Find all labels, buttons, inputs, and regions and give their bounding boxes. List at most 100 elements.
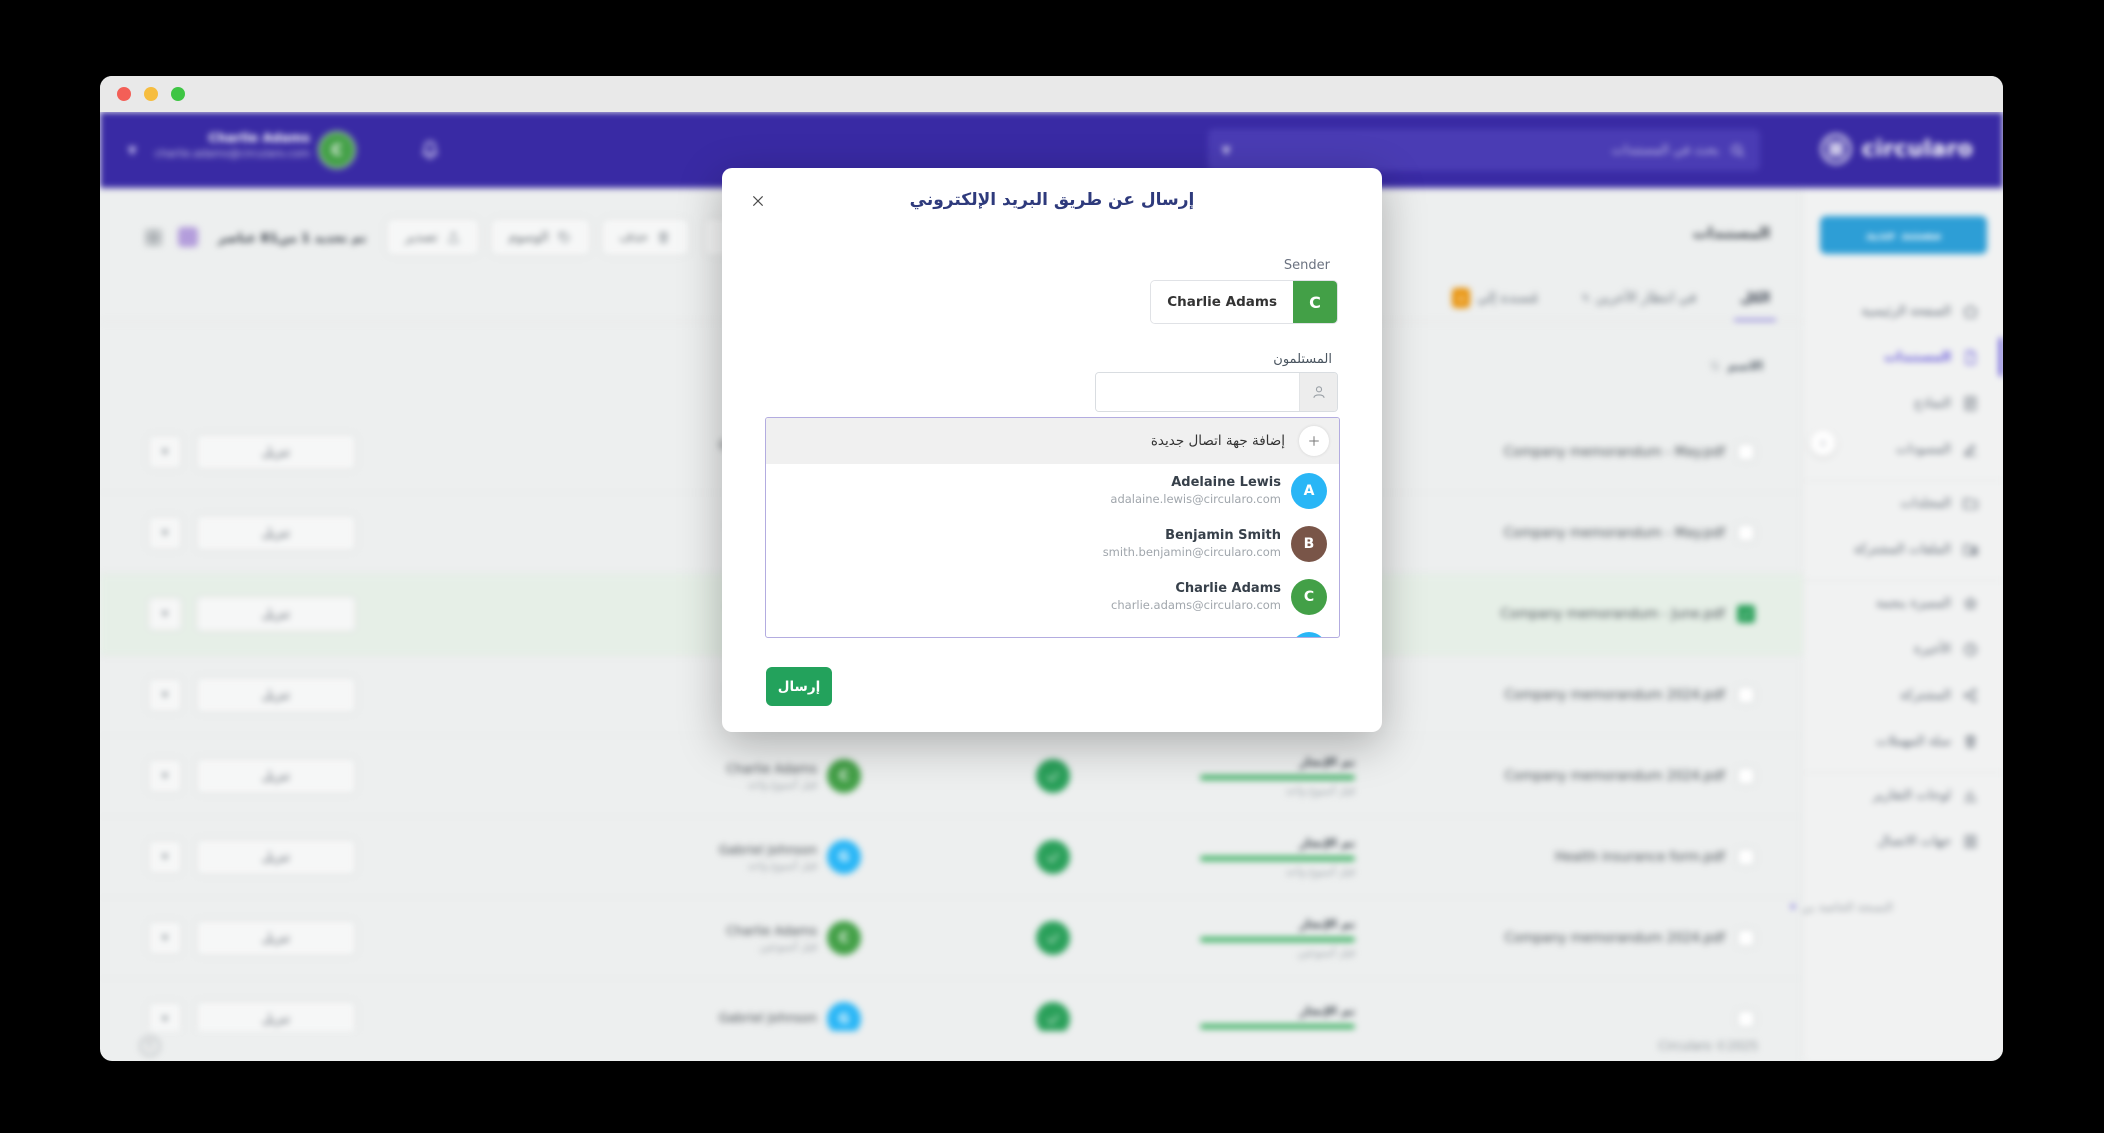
my-version-link[interactable]: النسخة الخاصة بي ▾ <box>1790 900 1893 914</box>
contact-item[interactable]: A Adelaine Lewis adalaine.lewis@circular… <box>766 464 1339 517</box>
sidebar-item[interactable]: المميزة بنجمة <box>1804 580 2003 626</box>
sidebar: مستند جديد الصفحة الرئيسية المستندات <box>1803 188 2003 1061</box>
download-options-caret[interactable]: ▼ <box>148 759 182 793</box>
sidebar-item[interactable]: المجلدات <box>1804 480 2003 526</box>
user-menu[interactable]: Charlie Adams charlie.adams@circularo.co… <box>148 130 310 160</box>
row-checkbox[interactable] <box>1737 524 1755 542</box>
row-user-time: قبل أسبوع واحد <box>747 779 817 791</box>
sidebar-item[interactable]: سلة المهملات <box>1804 718 2003 764</box>
sidebar-item[interactable]: الأخيرة <box>1804 626 2003 672</box>
tab-label: الكل <box>1740 290 1770 306</box>
sidebar-item[interactable]: المشتركة <box>1804 672 2003 718</box>
sidebar-item[interactable]: الملفات المشتركة <box>1804 526 2003 572</box>
download-group: ▼ تنزيل <box>148 515 356 551</box>
minimize-window-button[interactable] <box>144 87 158 101</box>
contact-list: إضافة جهة اتصال جديدة A Adelaine Lewis a… <box>765 417 1340 638</box>
avatar: C <box>1291 578 1327 615</box>
avatar: C <box>827 759 861 793</box>
grid-view-icon[interactable] <box>143 227 164 248</box>
sender-label: Sender <box>1283 258 1330 273</box>
toolbar-button[interactable]: الوسوم <box>489 218 591 256</box>
brand-logo[interactable]: circularo <box>1819 132 1973 166</box>
download-button[interactable]: تنزيل <box>196 434 356 470</box>
sidebar-item[interactable]: لوحات التقارير <box>1804 772 2003 818</box>
contact-item[interactable]: B Benjamin Smith smith.benjamin@circular… <box>766 517 1339 570</box>
plus-icon <box>1299 426 1329 456</box>
contact-item[interactable]: C Charlie Adams charlie.adams@circularo.… <box>766 570 1339 623</box>
table-row[interactable]: تم الإنجاز G Gabriel Johnson <box>100 979 1803 1031</box>
progress-cell: تم الإنجاز قبل أسبوع واحد <box>1200 836 1355 878</box>
download-button[interactable]: تنزيل <box>196 920 356 956</box>
contacts: A Adelaine Lewis adalaine.lewis@circular… <box>766 464 1339 637</box>
row-checkbox[interactable] <box>1737 686 1755 704</box>
download-options-caret[interactable]: ▼ <box>148 840 182 874</box>
tab-label: في انتظار الآخرين <box>1595 290 1697 306</box>
toolbar-button-icon <box>557 230 572 245</box>
row-checkbox[interactable] <box>1737 767 1755 785</box>
row-checkbox[interactable] <box>1737 605 1755 623</box>
dialog-title: إرسال عن طريق البريد الإلكتروني <box>909 190 1195 210</box>
row-checkbox[interactable] <box>1737 1010 1755 1028</box>
zoom-window-button[interactable] <box>171 87 185 101</box>
bell-icon[interactable] <box>418 138 442 162</box>
sidebar-item-label: المشتركة <box>1900 687 1951 703</box>
sidebar-collapse-button[interactable]: ‹ <box>1810 430 1836 456</box>
sidebar-item-icon <box>1962 441 1979 458</box>
user-menu-caret-icon[interactable]: ▼ <box>128 144 137 157</box>
download-options-caret[interactable]: ▼ <box>148 516 182 550</box>
page-footer: ؟ Circularo ©2025 <box>140 1031 1758 1061</box>
row-checkbox[interactable] <box>1737 848 1755 866</box>
toolbar-button[interactable]: تصدير <box>386 218 480 256</box>
search-input[interactable]: ▼ بحث في المستندات <box>1208 129 1760 171</box>
table-row[interactable]: Company memorandum 2024.pdf تم الإنجاز ق… <box>100 736 1803 817</box>
download-options-caret[interactable]: ▼ <box>148 921 182 955</box>
download-options-caret[interactable]: ▼ <box>148 678 182 712</box>
name-column-header[interactable]: الاسم <box>1709 358 1763 373</box>
new-document-button[interactable]: مستند جديد <box>1820 216 1987 254</box>
sidebar-item-icon <box>1962 641 1979 658</box>
file-name[interactable]: Company memorandum - May.pdf <box>1503 525 1725 541</box>
download-options-caret[interactable]: ▼ <box>148 1002 182 1031</box>
toolbar-button-icon <box>656 230 671 245</box>
sidebar-item-icon <box>1962 349 1979 366</box>
row-checkbox[interactable] <box>1737 443 1755 461</box>
row-user-time: قبل أسبوعين <box>759 941 817 953</box>
row-checkbox[interactable] <box>1737 929 1755 947</box>
tab[interactable]: مُسندة إلي ٥ <box>1452 288 1538 322</box>
download-group: ▼ تنزيل <box>148 758 356 794</box>
table-row[interactable]: Company memorandum 2024.pdf تم الإنجاز ق… <box>100 898 1803 979</box>
sidebar-item[interactable]: المستندات <box>1804 334 2003 380</box>
file-name[interactable]: Health insurance form.pdf <box>1554 849 1725 865</box>
tab[interactable]: الكل <box>1734 288 1776 322</box>
toolbar-button[interactable]: حذف <box>600 218 690 256</box>
sidebar-item[interactable]: جهات الاتصال <box>1804 818 2003 864</box>
search-scope-caret-icon[interactable]: ▼ <box>1222 143 1231 157</box>
download-options-caret[interactable]: ▼ <box>148 597 182 631</box>
download-button[interactable]: تنزيل <box>196 596 356 632</box>
close-window-button[interactable] <box>117 87 131 101</box>
add-contact-button[interactable]: إضافة جهة اتصال جديدة <box>766 418 1339 464</box>
sidebar-item[interactable]: الصفحة الرئيسية <box>1804 288 2003 334</box>
download-options-caret[interactable]: ▼ <box>148 435 182 469</box>
file-name[interactable]: Company memorandum - June.pdf <box>1500 606 1725 622</box>
download-button[interactable]: تنزيل <box>196 839 356 875</box>
download-button[interactable]: تنزيل <box>196 1001 356 1031</box>
tab[interactable]: في انتظار الآخرين ٩ <box>1582 288 1696 322</box>
download-button[interactable]: تنزيل <box>196 515 356 551</box>
file-name[interactable]: Company memorandum 2024.pdf <box>1504 687 1725 703</box>
file-name[interactable]: Company memorandum - May.pdf <box>1503 444 1725 460</box>
file-name[interactable]: Company memorandum 2024.pdf <box>1504 930 1725 946</box>
sidebar-item-label: المجلدات <box>1900 496 1951 511</box>
avatar[interactable]: C <box>318 131 356 169</box>
sidebar-item[interactable]: المسودات <box>1804 426 2003 472</box>
recipient-email-field[interactable] <box>1096 373 1299 411</box>
download-button[interactable]: تنزيل <box>196 677 356 713</box>
contact-item[interactable]: G Gabriel Johnson <box>766 623 1339 637</box>
send-button[interactable]: إرسال <box>766 667 832 706</box>
selection-checkbox[interactable] <box>178 227 198 247</box>
help-button[interactable]: ؟ <box>140 1036 160 1056</box>
file-name[interactable]: Company memorandum 2024.pdf <box>1504 768 1725 784</box>
download-button[interactable]: تنزيل <box>196 758 356 794</box>
sidebar-item[interactable]: النماذج <box>1804 380 2003 426</box>
table-row[interactable]: Health insurance form.pdf تم الإنجاز قبل… <box>100 817 1803 898</box>
